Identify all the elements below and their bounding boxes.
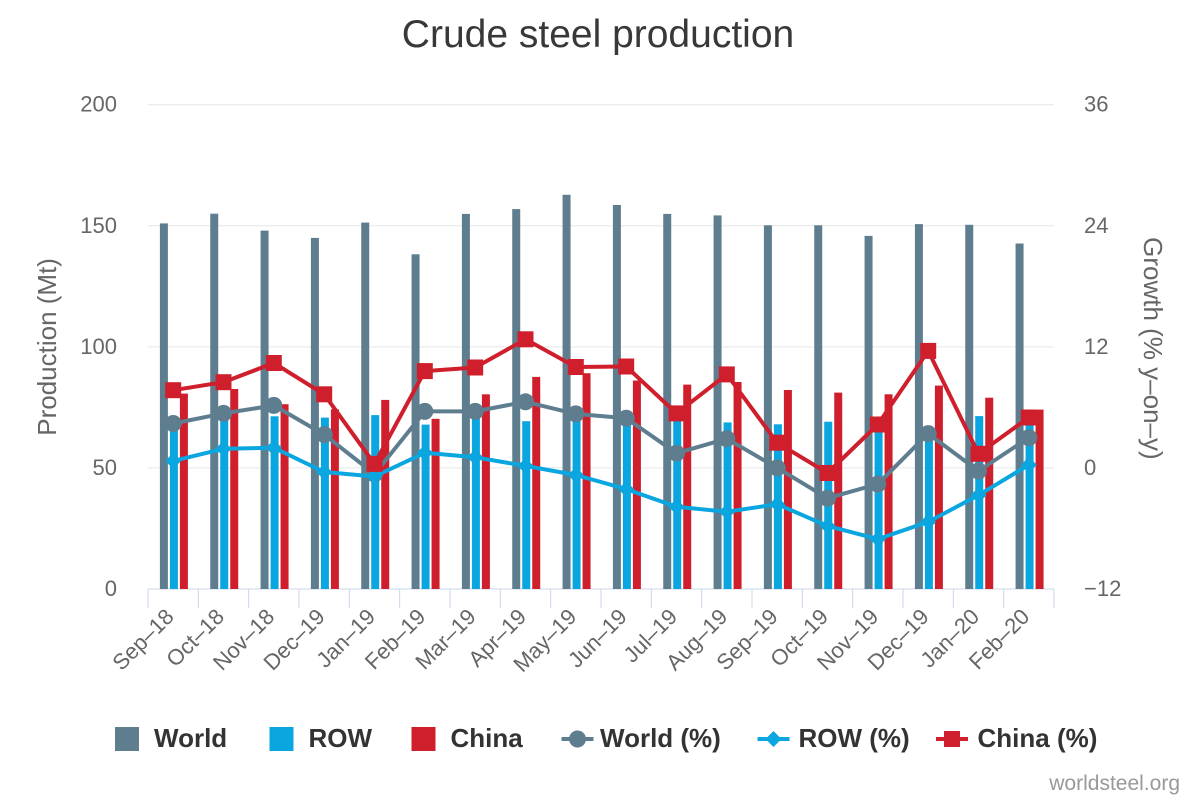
svg-text:Production (Mt): Production (Mt) xyxy=(32,258,62,436)
svg-text:−12: −12 xyxy=(1084,576,1121,601)
svg-text:Crude steel production: Crude steel production xyxy=(402,13,794,56)
svg-text:0: 0 xyxy=(105,576,117,601)
svg-text:World (%): World (%) xyxy=(600,723,721,753)
svg-text:China: China xyxy=(451,723,524,753)
svg-text:ROW (%): ROW (%) xyxy=(799,723,910,753)
svg-text:China (%): China (%) xyxy=(978,723,1098,753)
svg-text:Growth (% y–on–y): Growth (% y–on–y) xyxy=(1138,237,1168,460)
svg-text:24: 24 xyxy=(1084,213,1108,238)
svg-text:ROW: ROW xyxy=(309,723,373,753)
svg-text:200: 200 xyxy=(80,92,117,117)
svg-text:worldsteel.org: worldsteel.org xyxy=(1048,772,1180,795)
svg-text:36: 36 xyxy=(1084,92,1108,117)
svg-text:World: World xyxy=(154,723,227,753)
svg-text:150: 150 xyxy=(80,213,117,238)
svg-text:100: 100 xyxy=(80,334,117,359)
svg-text:0: 0 xyxy=(1084,455,1096,480)
svg-text:12: 12 xyxy=(1084,334,1108,359)
svg-text:50: 50 xyxy=(93,455,117,480)
